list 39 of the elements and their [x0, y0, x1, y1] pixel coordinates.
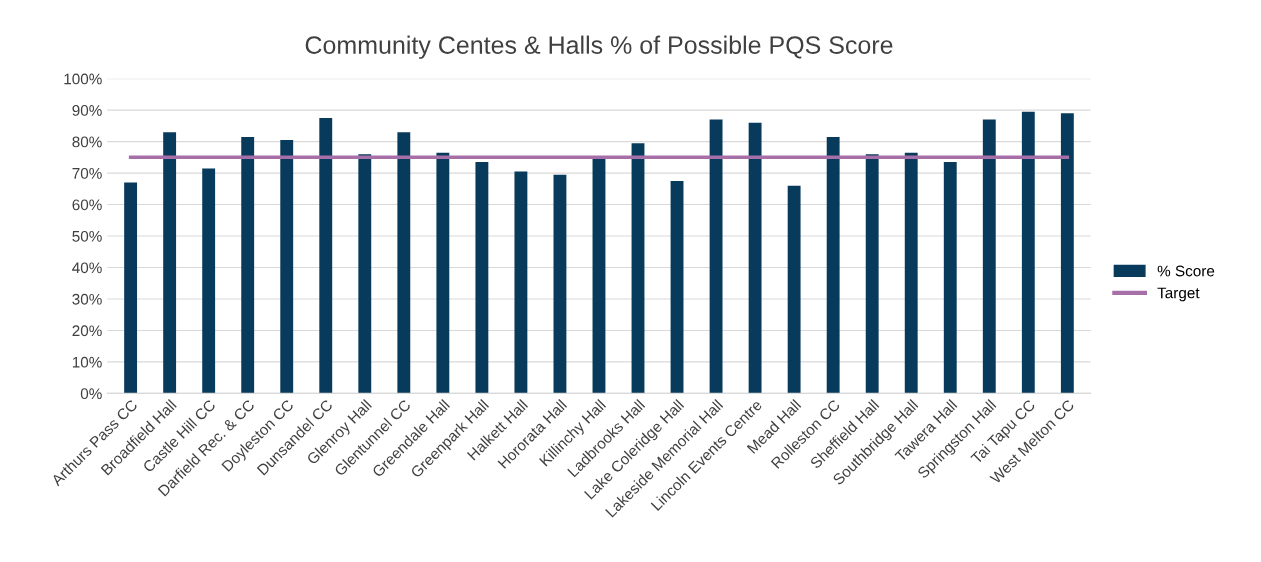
- chart-title: Community Centes & Halls % of Possible PQS Score: [305, 35, 893, 59]
- bar: [592, 158, 606, 394]
- bar: [982, 119, 996, 394]
- bar: [436, 152, 450, 394]
- bar: [904, 152, 918, 394]
- bar: [124, 182, 138, 394]
- y-tick-label: 10%: [72, 356, 102, 368]
- bar: [475, 162, 489, 394]
- y-tick-label: 80%: [72, 136, 102, 148]
- y-tick-label: 90%: [72, 105, 102, 116]
- bar: [787, 185, 801, 394]
- bar: [943, 162, 957, 394]
- bar: [553, 174, 567, 394]
- bar: [826, 136, 840, 394]
- bar: [670, 180, 684, 394]
- y-tick-label: 70%: [72, 167, 102, 179]
- bar: [1021, 111, 1035, 394]
- y-tick-label: 100%: [64, 73, 102, 85]
- y-tick-label: 20%: [72, 325, 102, 337]
- bar: [397, 132, 411, 394]
- bar: [358, 154, 372, 394]
- bar: [709, 119, 723, 394]
- y-tick-label: 50%: [72, 230, 102, 242]
- y-tick-label: 30%: [72, 293, 102, 305]
- bar: [865, 154, 879, 394]
- y-tick-label: 40%: [72, 262, 102, 274]
- y-tick-label: 60%: [72, 199, 102, 211]
- legend-label: Target: [1157, 287, 1200, 302]
- y-tick-label: 0%: [80, 388, 102, 400]
- bar: [1060, 113, 1074, 394]
- bar: [280, 140, 294, 394]
- bar: [202, 168, 216, 394]
- bar: [163, 132, 177, 394]
- legend-label: % Score: [1157, 265, 1215, 277]
- bar: [241, 136, 255, 394]
- bar: [319, 118, 333, 394]
- bar: [631, 143, 645, 394]
- bar: [514, 171, 528, 394]
- bar: [748, 122, 762, 394]
